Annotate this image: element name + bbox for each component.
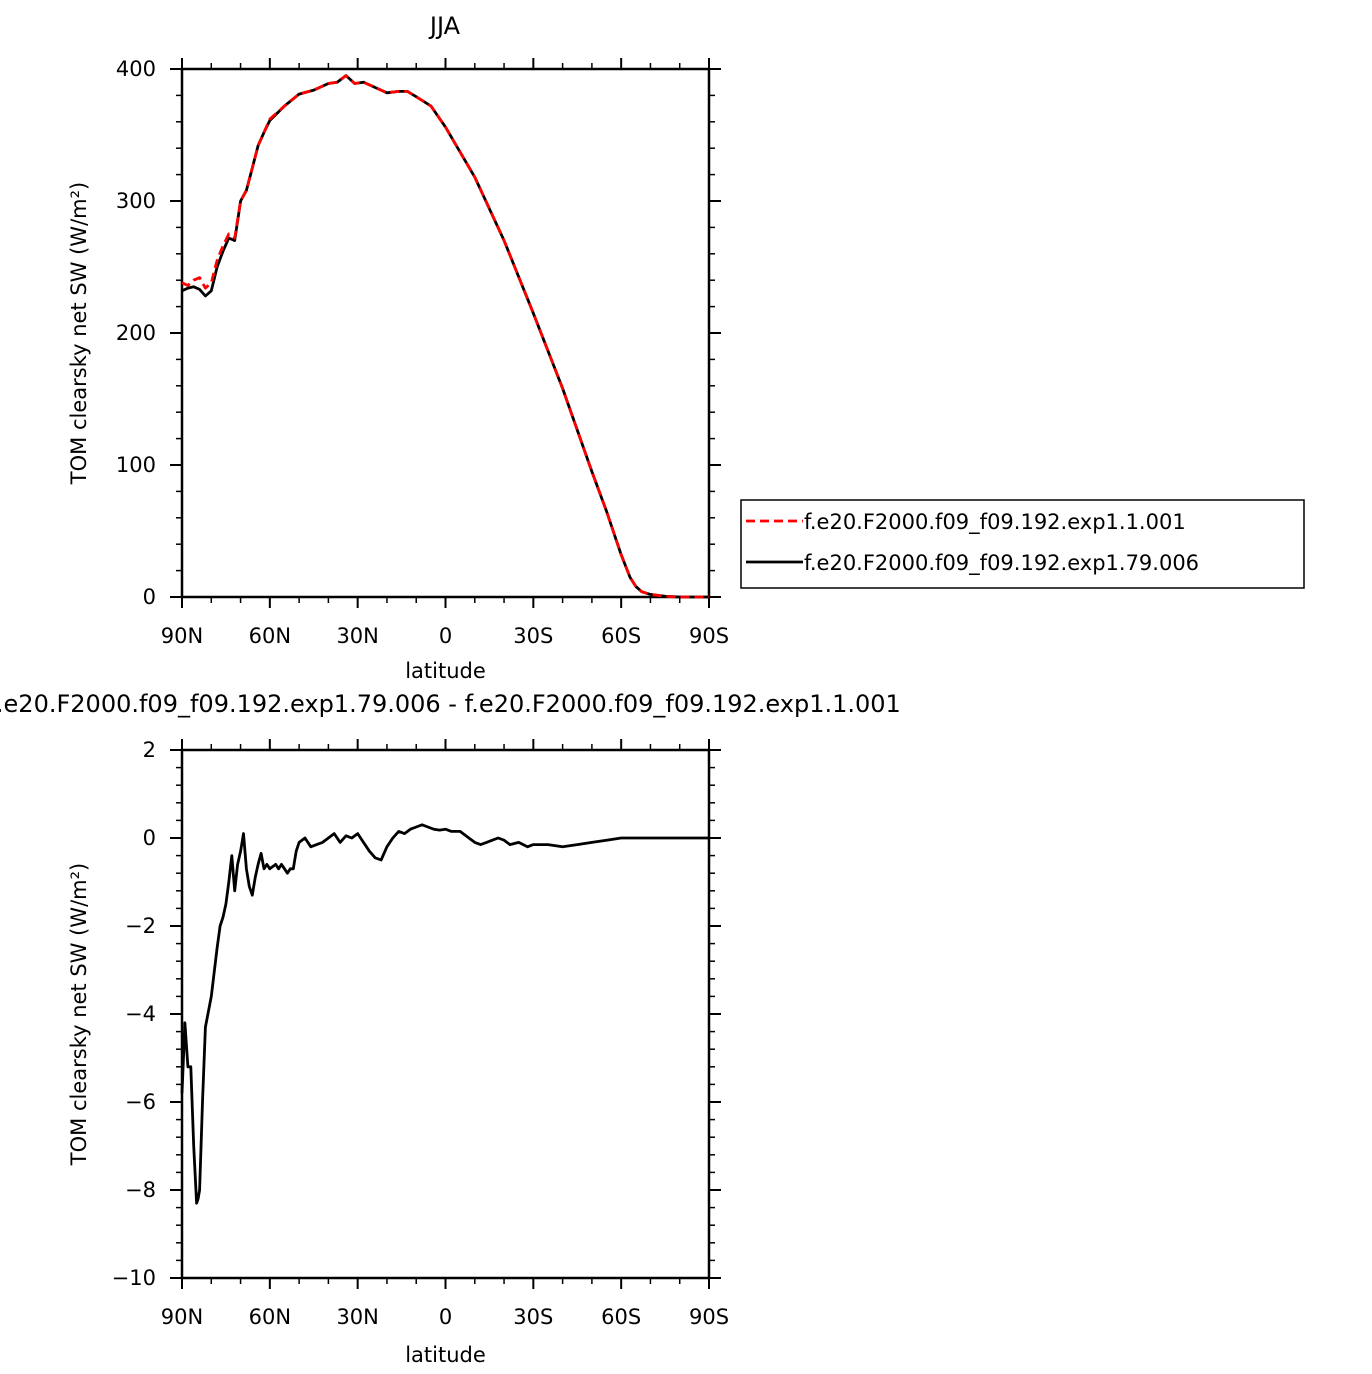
x-tick-label: 30N bbox=[336, 1305, 378, 1329]
plot-frame bbox=[180, 67, 711, 599]
series-line-0 bbox=[181, 74, 709, 599]
x-tick-label: 90S bbox=[689, 1305, 729, 1329]
y-axis-label: TOM clearsky net SW (W/m²) bbox=[67, 863, 91, 1166]
bottom-panel: 90N 60N 30N 0 30S 60S 90S −10 −8 −6 −4 −2 0 2 f.e20.F2… bbox=[0, 690, 901, 1367]
y-tick-label: 2 bbox=[143, 738, 156, 762]
y-tick-label: 300 bbox=[116, 189, 156, 213]
chart-title: JJA bbox=[428, 12, 461, 40]
y-tick-label: −2 bbox=[125, 914, 156, 938]
y-tick-label: 100 bbox=[116, 453, 156, 477]
x-tick-label: 90N bbox=[161, 624, 203, 648]
series-line-0 bbox=[180, 823, 709, 1205]
x-tick-label: 0 bbox=[439, 624, 452, 648]
x-tick-label: 30S bbox=[513, 624, 553, 648]
legend: f.e20.F2000.f09_f09.192.exp1.1.001 f.e20.… bbox=[740, 499, 1305, 589]
y-tick-label: −4 bbox=[125, 1002, 156, 1026]
x-tick-label: 90N bbox=[161, 1305, 203, 1329]
y-tick-label: 400 bbox=[116, 57, 156, 81]
x-tick-label: 30N bbox=[336, 624, 378, 648]
x-tick-label: 60N bbox=[249, 1305, 291, 1329]
y-tick-label: −8 bbox=[125, 1178, 156, 1202]
x-tick-label: 30S bbox=[513, 1305, 553, 1329]
legend-label-1: f.e20.F2000.f09_f09.192.exp1.79.006 bbox=[804, 551, 1199, 576]
x-tick-label: 90S bbox=[689, 624, 729, 648]
legend-label-0: f.e20.F2000.f09_f09.192.exp1.1.001 bbox=[804, 510, 1186, 535]
y-tick-label: −10 bbox=[112, 1266, 156, 1290]
y-tick-label: 0 bbox=[143, 585, 156, 609]
y-tick-label: −6 bbox=[125, 1090, 156, 1114]
x-axis-label: latitude bbox=[405, 1343, 486, 1367]
top-panel: 90N 60N 30N 0 30S 60S 90S 0 100 200 300 400 JJA latit… bbox=[67, 12, 729, 683]
legend-box bbox=[740, 499, 1305, 589]
x-tick-label: 0 bbox=[439, 1305, 452, 1329]
y-tick-label: 200 bbox=[116, 321, 156, 345]
y-axis-label: TOM clearsky net SW (W/m²) bbox=[67, 182, 91, 485]
x-tick-label: 60S bbox=[601, 624, 641, 648]
y-tick-label: 0 bbox=[143, 826, 156, 850]
x-tick-label: 60S bbox=[601, 1305, 641, 1329]
chart-title: f.e20.F2000.f09_f09.192.exp1.79.006 - f.… bbox=[0, 690, 901, 718]
x-tick-label: 60N bbox=[249, 624, 291, 648]
x-axis-label: latitude bbox=[405, 659, 486, 683]
series-line-1 bbox=[181, 74, 709, 599]
